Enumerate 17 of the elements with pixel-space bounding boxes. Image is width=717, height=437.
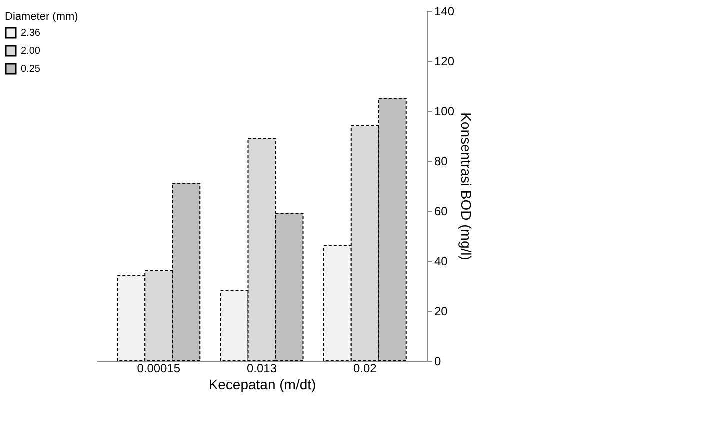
y-tick-label: 120	[434, 54, 455, 68]
y-tick-label: 100	[434, 104, 455, 118]
legend-label: 0.25	[21, 64, 41, 75]
y-tick-label: 20	[434, 304, 448, 318]
y-tick-label: 80	[434, 154, 448, 168]
y-tick-label: 0	[434, 354, 442, 368]
x-tick-label: 0.02	[353, 362, 378, 376]
legend-title: Diameter (mm)	[5, 11, 78, 23]
legend-label: 2.36	[21, 28, 41, 39]
x-axis-title: Kecepatan (m/dt)	[208, 376, 316, 392]
y-tick-label: 60	[434, 204, 448, 218]
x-tick-label: 0.00015	[137, 362, 181, 376]
y-axis-title: Konsentrasi BOD (mg/l)	[458, 112, 475, 260]
y-tick-label: 40	[434, 254, 448, 268]
y-tick-label: 140	[434, 4, 455, 18]
x-tick-label: 0.013	[246, 362, 278, 376]
legend-label: 2.00	[21, 46, 41, 57]
